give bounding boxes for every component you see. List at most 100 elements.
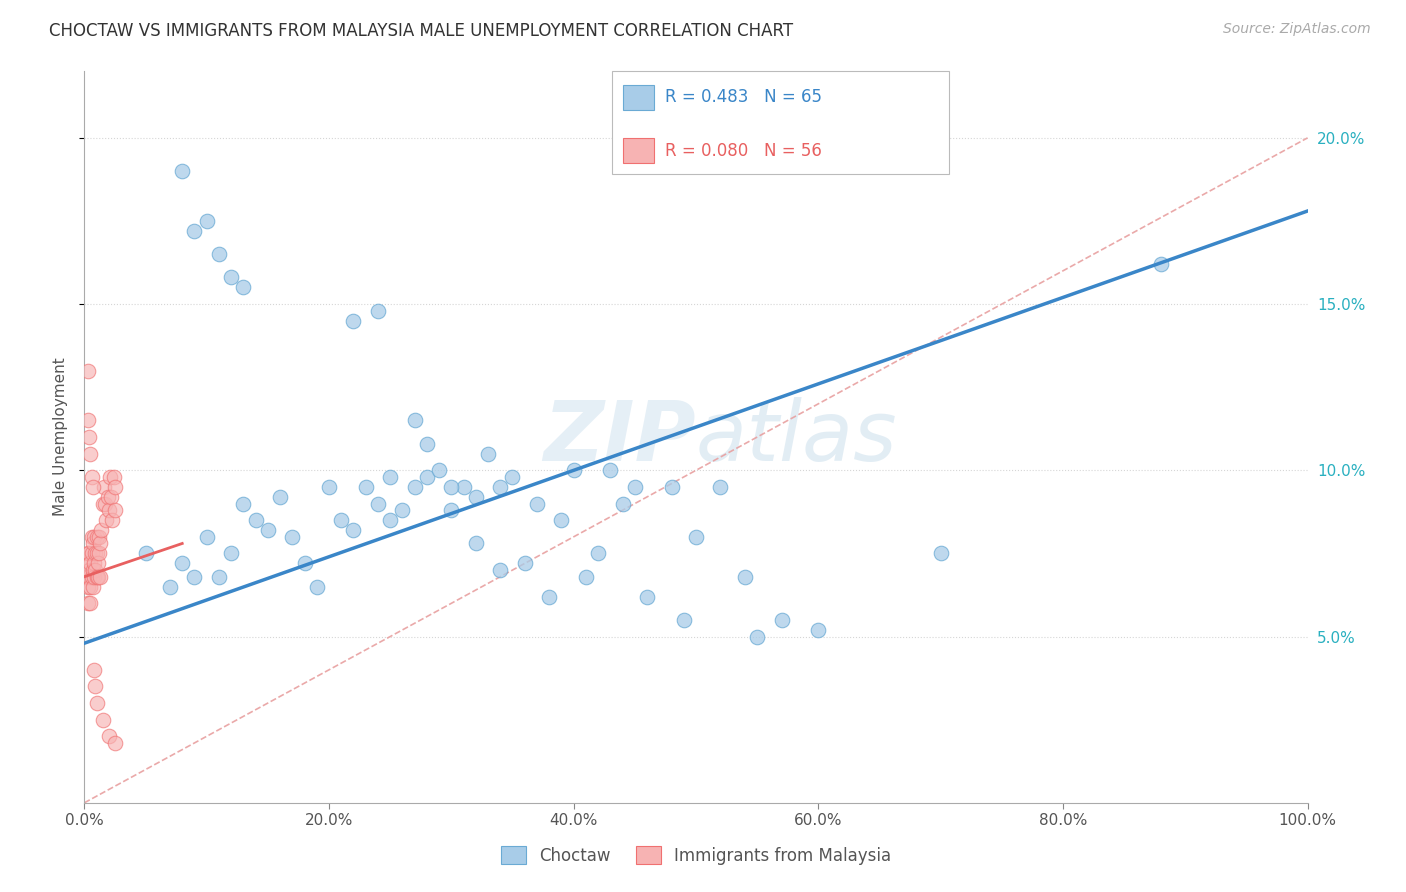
Point [354, 480, 377, 494]
Point [97, 729, 120, 743]
Point [416, 470, 439, 484]
Point [83, 557, 105, 571]
Point [87, 546, 110, 560]
Point [82, 536, 104, 550]
Point [562, 463, 585, 477]
Point [380, 513, 402, 527]
Point [76, 557, 98, 571]
Point [100, 490, 122, 504]
Point [232, 280, 254, 294]
Point [77, 580, 100, 594]
Point [94, 497, 117, 511]
Point [440, 503, 463, 517]
Point [281, 530, 304, 544]
Point [77, 413, 100, 427]
Point [84, 563, 107, 577]
Point [208, 570, 231, 584]
Point [159, 580, 181, 594]
Point [195, 530, 218, 544]
Point [612, 497, 634, 511]
Point [440, 480, 463, 494]
Point [86, 530, 108, 544]
Point [257, 523, 280, 537]
Point [104, 736, 127, 750]
Point [172, 557, 194, 571]
Point [232, 497, 254, 511]
Point [89, 570, 111, 584]
Point [586, 546, 609, 560]
Point [77, 546, 100, 560]
Point [416, 436, 439, 450]
Point [79, 447, 101, 461]
Point [77, 596, 100, 610]
Text: Source: ZipAtlas.com: Source: ZipAtlas.com [1223, 22, 1371, 37]
Point [513, 557, 536, 571]
Point [294, 557, 316, 571]
Point [624, 480, 647, 494]
Point [80, 546, 103, 560]
Point [367, 303, 389, 318]
Point [84, 546, 107, 560]
Point [269, 490, 291, 504]
Point [672, 613, 695, 627]
Point [477, 447, 499, 461]
Point [91, 497, 114, 511]
Point [79, 557, 101, 571]
Point [367, 497, 389, 511]
Point [87, 570, 110, 584]
Point [685, 530, 707, 544]
Text: R = 0.483   N = 65: R = 0.483 N = 65 [665, 88, 823, 106]
Point [87, 530, 110, 544]
Point [453, 480, 475, 494]
Point [305, 580, 328, 594]
Point [104, 480, 127, 494]
Point [807, 623, 830, 637]
Point [380, 470, 402, 484]
Text: CHOCTAW VS IMMIGRANTS FROM MALAYSIA MALE UNEMPLOYMENT CORRELATION CHART: CHOCTAW VS IMMIGRANTS FROM MALAYSIA MALE… [49, 22, 793, 40]
Point [96, 513, 118, 527]
Point [77, 363, 100, 377]
Point [91, 713, 114, 727]
Point [195, 214, 218, 228]
Point [83, 530, 105, 544]
Point [97, 490, 120, 504]
Point [83, 663, 105, 677]
Point [404, 413, 426, 427]
Point [734, 570, 756, 584]
Point [208, 247, 231, 261]
Text: ZIP: ZIP [543, 397, 696, 477]
Point [183, 570, 205, 584]
Point [87, 557, 110, 571]
Point [135, 546, 157, 560]
Point [318, 480, 340, 494]
Point [219, 546, 242, 560]
Point [86, 696, 108, 710]
Point [86, 546, 108, 560]
Point [98, 470, 121, 484]
Point [76, 570, 98, 584]
Point [770, 613, 793, 627]
Point [342, 523, 364, 537]
Point [80, 530, 103, 544]
Point [80, 570, 103, 584]
Point [172, 164, 194, 178]
Point [82, 580, 104, 594]
Point [103, 470, 125, 484]
Point [77, 430, 100, 444]
Point [89, 536, 111, 550]
Point [245, 513, 267, 527]
Point [77, 563, 100, 577]
Point [1150, 257, 1173, 271]
Point [77, 570, 100, 584]
Point [90, 523, 112, 537]
Point [575, 570, 598, 584]
Point [83, 570, 105, 584]
Point [661, 480, 683, 494]
Point [404, 480, 426, 494]
Point [550, 513, 572, 527]
Point [427, 463, 450, 477]
Point [489, 480, 512, 494]
Point [464, 536, 486, 550]
Point [330, 513, 353, 527]
Point [391, 503, 413, 517]
